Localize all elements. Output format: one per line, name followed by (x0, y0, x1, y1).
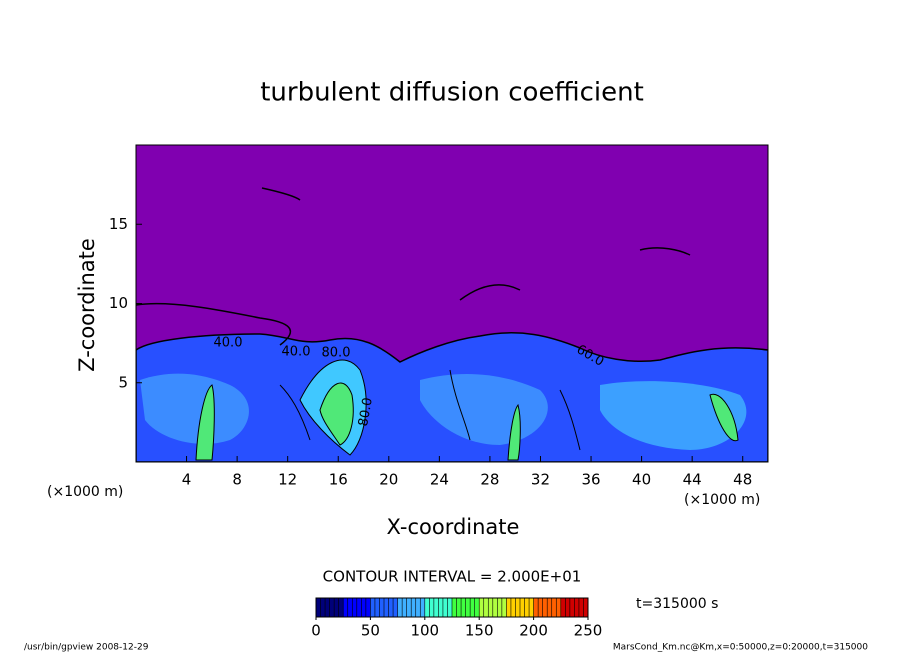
colorbar-cell (442, 598, 448, 617)
colorbar-cell (492, 598, 498, 617)
colorbar-cell (329, 598, 335, 617)
colorbar-cell (352, 598, 358, 617)
colorbar-cell (479, 598, 485, 617)
colorbar-cell (470, 598, 475, 617)
y-unit: (×1000 m) (47, 484, 123, 500)
x-tick-label: 28 (480, 471, 499, 489)
colorbar-cell (556, 598, 562, 617)
colorbar-cell (569, 598, 575, 617)
x-tick-label: 36 (581, 471, 600, 489)
field (136, 145, 768, 462)
colorbar-cell (461, 598, 466, 617)
colorbar-cell (347, 598, 353, 617)
colorbar-cell (510, 598, 516, 617)
y-tick-label: 10 (109, 294, 128, 312)
colorbar-cell (474, 598, 480, 617)
contour-label: 40.0 (282, 345, 311, 360)
colorbar-cell (524, 598, 530, 617)
colorbar-cell (438, 598, 444, 617)
colorbar-cell (538, 598, 543, 617)
colorbar-cell (424, 598, 430, 617)
colorbar-cell (402, 598, 407, 617)
colorbar-cell (488, 598, 494, 617)
time-label: t=315000 s (636, 596, 718, 612)
colorbar-cell (506, 598, 512, 617)
x-tick-label: 20 (379, 471, 398, 489)
colorbar-cell (370, 598, 376, 617)
colorbar-cell (356, 598, 362, 617)
colorbar-cell (551, 598, 557, 617)
colorbar-cell (483, 598, 489, 617)
x-axis-label: X-coordinate (387, 515, 520, 539)
footer-left: /usr/bin/gpview 2008-12-29 (24, 643, 149, 653)
colorbar-cell (338, 598, 344, 617)
colorbar-cell (465, 598, 471, 617)
colorbar-cell (420, 598, 426, 617)
colorbar-cell (334, 598, 339, 617)
contour-label: 40.0 (214, 336, 243, 351)
contour-interval: CONTOUR INTERVAL = 2.000E+01 (323, 568, 582, 586)
colorbar-cell (379, 598, 385, 617)
colorbar-cell (497, 598, 503, 617)
colorbar-tick-label: 250 (574, 622, 603, 640)
y-tick-label: 15 (109, 215, 128, 233)
colorbar-cell (583, 598, 589, 617)
colorbar-cell (325, 598, 330, 617)
colorbar-cell (520, 598, 525, 617)
colorbar-cell (384, 598, 389, 617)
colorbar-frame (315, 597, 589, 618)
x-tick-label: 32 (531, 471, 550, 489)
colorbar-cell (397, 598, 403, 617)
colorbar-cell (529, 598, 534, 617)
y-axis-label: Z-coordinate (75, 238, 99, 372)
colorbar-tick-label: 200 (519, 622, 548, 640)
colorbar-cell (374, 598, 380, 617)
colorbar-cell (456, 598, 462, 617)
colorbar-cell (574, 598, 580, 617)
colorbar-cell (560, 598, 566, 617)
colorbar-cell (393, 598, 398, 617)
x-tick-label: 24 (430, 471, 449, 489)
colorbar-cell (343, 598, 349, 617)
colorbar-cell (578, 598, 584, 617)
colorbar-tick-label: 150 (465, 622, 494, 640)
colorbar-cell (447, 598, 453, 617)
colorbar-cell (415, 598, 421, 617)
x-tick-label: 12 (278, 471, 297, 489)
colorbar-cell (406, 598, 412, 617)
colorbar-cell (429, 598, 435, 617)
contour-label: 80.0 (322, 346, 351, 361)
colorbar-cell (547, 598, 553, 617)
colorbar-cell (565, 598, 571, 617)
colorbar-cell (433, 598, 439, 617)
colorbar-cell (361, 598, 367, 617)
colorbar-cell (365, 598, 371, 617)
colorbar-cell (533, 598, 539, 617)
colorbar-cell (411, 598, 417, 617)
colorbar-cell (515, 598, 521, 617)
y-tick-label: 5 (118, 373, 128, 391)
colorbar-tick-label: 100 (410, 622, 439, 640)
contour-label: 80.0 (356, 396, 376, 427)
footer-right: MarsCond_Km.nc@Km,x=0:50000,z=0:20000,t=… (613, 643, 868, 653)
x-tick-label: 48 (733, 471, 752, 489)
colorbar-cell (542, 598, 548, 617)
colorbar-tick-label: 50 (361, 622, 380, 640)
x-tick-label: 4 (182, 471, 192, 489)
colorbar-cell (388, 598, 394, 617)
x-tick-label: 40 (632, 471, 651, 489)
x-tick-label: 8 (232, 471, 242, 489)
colorbar-cell (316, 598, 321, 617)
chart-title: turbulent diffusion coefficient (260, 78, 644, 108)
colorbar-cell (501, 598, 507, 617)
colorbar-cell (452, 598, 457, 617)
colorbar-cell (320, 598, 326, 617)
x-tick-label: 16 (329, 471, 348, 489)
x-tick-label: 44 (683, 471, 702, 489)
x-unit: (×1000 m) (684, 492, 760, 508)
colorbar-tick-label: 0 (311, 622, 321, 640)
